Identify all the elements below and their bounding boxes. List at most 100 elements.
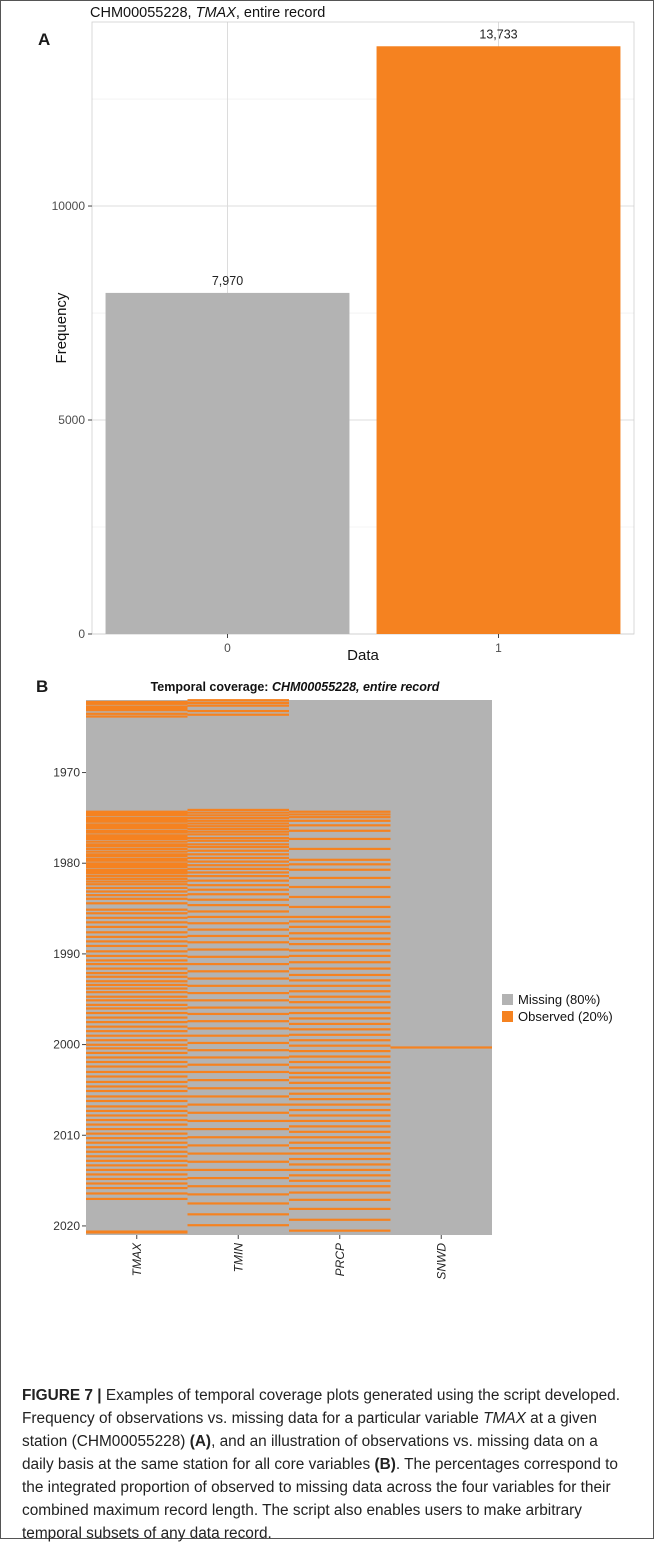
observed-stripe [187,839,289,842]
observed-stripe [86,1007,188,1010]
observed-stripe [289,943,391,946]
observed-stripe [289,1198,391,1201]
observed-stripe [86,836,188,839]
observed-stripe [289,1092,391,1095]
observed-stripe [86,857,188,860]
observed-stripe [187,1144,289,1147]
observed-stripe [289,1066,391,1069]
observed-stripe [187,836,289,840]
observed-stripe [86,829,188,832]
observed-stripe [187,977,289,980]
caption-text-3: , and an illustration of observations vs… [22,1433,598,1473]
observed-stripe [86,709,188,712]
observed-stripe [289,1174,391,1177]
observed-stripe [289,1060,391,1064]
observed-stripe [86,1065,188,1068]
observed-stripe [187,1027,289,1030]
x-tick-label: TMIN [231,1243,245,1273]
observed-stripe [289,1207,391,1210]
observed-stripe [289,863,391,866]
observed-stripe [187,898,289,901]
observed-stripe [187,1213,289,1216]
observed-stripe [289,1001,391,1004]
observed-stripe [86,1132,188,1135]
observed-stripe [86,1118,188,1122]
observed-stripe [187,1160,289,1163]
bar-value-label: 7,970 [212,274,243,288]
observed-stripe [86,1109,188,1113]
observed-stripe [187,1041,289,1045]
observed-stripe [86,1047,188,1050]
observed-stripe [289,1076,391,1079]
figure-caption: FIGURE 7 | Examples of temporal coverage… [22,1384,632,1545]
panel-label-b: B [36,677,49,696]
observed-stripe [86,1128,188,1131]
observed-stripe [187,1103,289,1106]
observed-stripe [86,1011,188,1015]
x-tick-label: 1 [495,641,502,655]
observed-stripe [86,1168,188,1172]
observed-stripe [187,1070,289,1074]
observed-stripe [86,862,188,865]
observed-stripe [187,1193,289,1196]
observed-stripe [187,1056,289,1059]
y-tick-label: 2010 [53,1128,80,1142]
observed-stripe [86,967,188,970]
observed-stripe [86,950,188,953]
observed-stripe [187,816,289,820]
observed-stripe [86,1056,188,1059]
y-tick-label: 1970 [53,766,80,780]
observed-stripe [86,880,188,883]
observed-stripe [86,1060,188,1064]
observed-stripe [86,1095,188,1098]
observed-stripe [187,843,289,846]
observed-stripe [289,1119,391,1123]
y-axis-label: Frequency [53,292,70,363]
observed-stripe [187,999,289,1002]
observed-stripe [187,910,289,913]
observed-stripe [86,1137,188,1140]
observed-stripe [86,872,188,875]
observed-stripe [86,705,188,708]
observed-stripe [289,1147,391,1150]
chart-title: CHM00055228, TMAX, entire record [90,5,325,21]
x-axis-label: Data [347,647,379,664]
observed-stripe [289,1011,391,1015]
observed-stripe [86,823,188,826]
observed-stripe [86,865,188,869]
y-tick-label: 2000 [53,1038,80,1052]
observed-stripe [86,825,188,828]
observed-stripe [289,979,391,982]
observed-stripe [86,1155,188,1158]
observed-stripe [86,715,188,718]
observed-stripe [187,884,289,887]
observed-stripe [289,967,391,970]
observed-stripe [187,1224,289,1227]
observed-stripe [289,961,391,964]
observed-stripe [86,870,188,873]
observed-stripe [289,829,391,832]
observed-stripe [289,868,391,871]
observed-stripe [289,920,391,923]
coverage-heatmap: Temporal coverage: CHM00055228, entire r… [53,680,612,1280]
observed-stripe [289,1039,391,1042]
observed-stripe [86,1192,188,1195]
observed-stripe [187,1079,289,1082]
observed-stripe [187,1020,289,1023]
observed-stripe [289,1033,391,1036]
observed-stripe [187,962,289,966]
observed-stripe [86,1114,188,1117]
observed-stripe [289,1179,391,1182]
observed-stripe [187,879,289,882]
observed-stripe [289,1130,391,1133]
observed-stripe [86,925,188,928]
observed-stripe [86,912,188,915]
observed-stripe [86,962,188,966]
observed-stripe [187,991,289,995]
observed-stripe [289,1006,391,1009]
observed-stripe [86,1075,188,1078]
panel-label-a: A [38,30,51,49]
observed-stripe [289,932,391,935]
observed-stripe [289,954,391,958]
observed-stripe [86,831,188,834]
